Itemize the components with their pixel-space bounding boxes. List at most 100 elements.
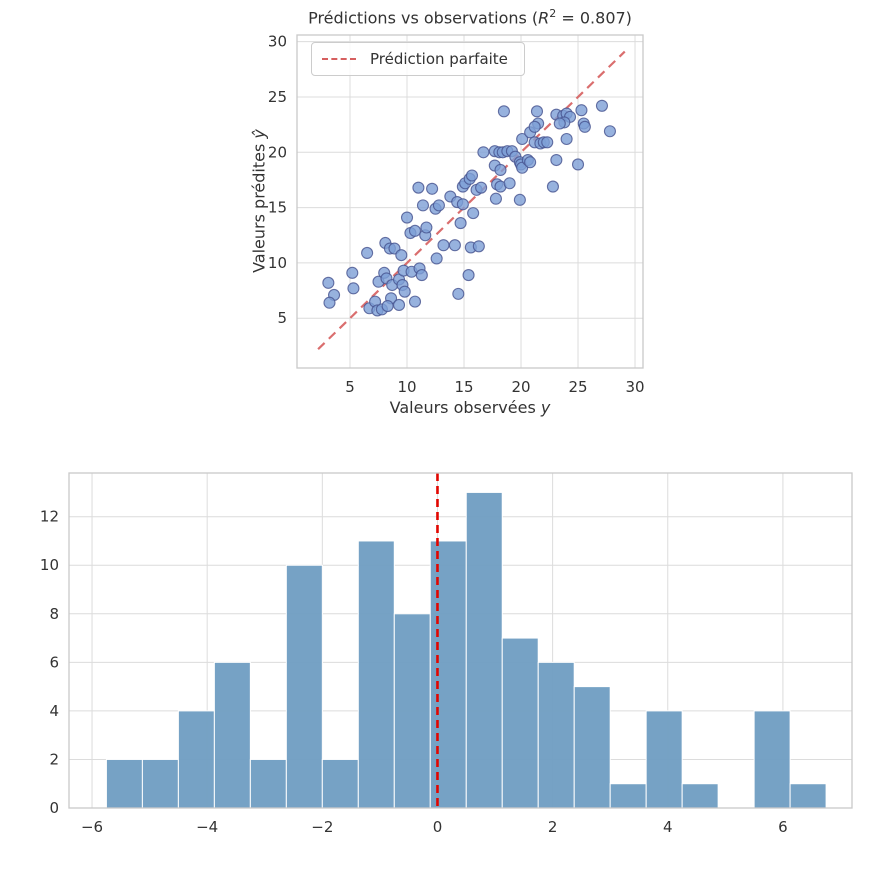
legend-label: Prédiction parfaite	[370, 50, 508, 68]
scatter-point	[553, 117, 566, 130]
histogram-bar	[393, 613, 431, 809]
y-tick-label: 8	[49, 605, 59, 623]
scatter-point	[454, 217, 467, 230]
scatter-point	[503, 177, 516, 190]
scatter-point	[392, 298, 406, 311]
scatter-point	[398, 285, 411, 298]
scatter-point	[395, 249, 408, 262]
histogram-plot-canvas: −6 −4 −2 0 2 4 6 0 2 4 6 8 10 12	[40, 472, 853, 836]
scatter-point	[322, 276, 335, 289]
scatter-xlabel-math: y	[540, 398, 551, 417]
scatter-point	[400, 211, 414, 224]
histogram-bar	[357, 540, 395, 809]
scatter-point	[416, 199, 430, 212]
scatter-point	[489, 192, 502, 205]
histogram-bar	[429, 540, 467, 809]
scatter-point	[437, 239, 450, 252]
scatter-point	[456, 198, 469, 211]
y-tick-label: 6	[49, 653, 59, 671]
y-tick-label: 2	[49, 750, 59, 768]
scatter-title-prefix: Prédictions vs observations (	[308, 8, 539, 28]
scatter-point	[603, 125, 616, 138]
scatter-point	[550, 153, 563, 167]
scatter-point	[595, 99, 609, 112]
x-tick-label: −6	[81, 818, 103, 836]
x-tick-label: 30	[625, 378, 644, 396]
histogram-bar	[573, 686, 611, 809]
x-tick-label: 15	[454, 378, 473, 396]
x-tick-label: 5	[345, 378, 355, 396]
histogram-bar	[537, 661, 575, 809]
scatter-title-sup: 2	[549, 7, 557, 20]
axes-frame	[68, 472, 853, 809]
scatter-plot-canvas: 5 10 15 20 25 30 5 10 15 20 25 30	[268, 33, 645, 396]
x-tick-label: 0	[433, 818, 443, 836]
histogram-bar	[141, 758, 179, 809]
scatter-title: Prédictions vs observations (R2 = 0.807)	[308, 7, 632, 27]
histogram-bar	[285, 564, 323, 809]
scatter-point	[472, 240, 485, 253]
histogram-bar	[753, 710, 791, 809]
histogram-bar	[681, 783, 719, 809]
legend-dashed-line-sample	[322, 58, 356, 60]
scatter-point	[415, 269, 428, 282]
scatter-point	[524, 156, 537, 169]
scatter-point	[467, 207, 480, 220]
scatter-subplot: 5 10 15 20 25 30 5 10 15 20 25 30 Prédictions vs ob…	[250, 7, 645, 417]
scatter-point	[575, 104, 588, 117]
scatter-point	[546, 180, 559, 193]
scatter-point	[323, 296, 336, 309]
scatter-point	[426, 182, 439, 195]
y-tick-label: 25	[268, 88, 287, 106]
y-tick-label: 0	[49, 799, 59, 817]
scatter-point	[513, 193, 526, 206]
scatter-xlabel: Valeurs observées y	[390, 398, 551, 417]
legend: Prédiction parfaite	[311, 42, 525, 76]
scatter-point	[381, 299, 394, 313]
scatter-point	[432, 199, 445, 212]
x-tick-label: 10	[397, 378, 416, 396]
scatter-point	[516, 132, 529, 146]
scatter-point	[475, 181, 488, 194]
scatter-point	[528, 120, 541, 133]
histogram-bar	[465, 491, 503, 809]
histogram-bar	[789, 783, 827, 809]
scatter-point	[465, 169, 479, 182]
scatter-point	[412, 181, 425, 194]
scatter-point	[571, 158, 585, 171]
scatter-point	[361, 246, 374, 259]
scatter-title-suffix: = 0.807)	[556, 8, 632, 28]
scatter-point	[452, 287, 465, 300]
scatter-point	[494, 163, 507, 177]
x-tick-label: −4	[196, 818, 218, 836]
histogram-bar	[105, 758, 143, 809]
scatter-ylabel-math: ŷ	[249, 129, 269, 139]
scatter-point	[560, 132, 573, 146]
y-tick-label: 10	[268, 254, 287, 272]
scatter-point	[477, 146, 490, 159]
axes-frame	[296, 34, 644, 369]
histogram-bar	[213, 661, 251, 809]
scatter-point	[497, 105, 510, 118]
y-tick-label: 20	[268, 143, 287, 161]
scatter-point	[541, 136, 554, 149]
scatter-point	[448, 239, 461, 252]
x-tick-label: 20	[511, 378, 530, 396]
histogram-bar	[321, 758, 359, 809]
scatter-point	[578, 120, 591, 133]
scatter-point	[408, 295, 422, 308]
scatter-point	[462, 269, 475, 282]
scatter-point	[530, 105, 544, 118]
y-tick-label: 30	[268, 33, 287, 51]
histogram-bar	[645, 710, 683, 809]
scatter-xlabel-text: Valeurs observées	[389, 398, 541, 417]
y-tick-label: 10	[40, 556, 59, 574]
x-tick-label: −2	[311, 818, 333, 836]
scatter-ylabel: Valeurs prédites ŷ	[250, 129, 269, 273]
y-tick-label: 4	[49, 702, 59, 720]
scatter-title-rvar: R	[538, 8, 550, 28]
scatter-point	[346, 266, 359, 279]
y-tick-label: 12	[40, 508, 59, 526]
